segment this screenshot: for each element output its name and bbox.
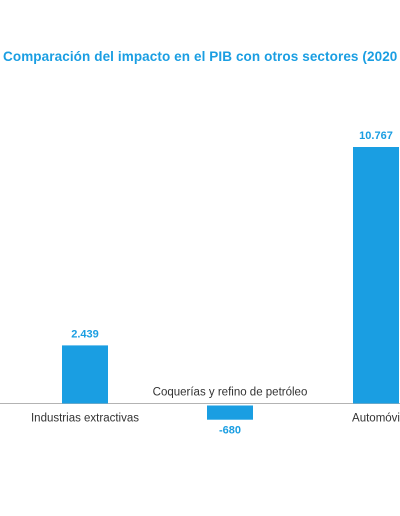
chart-title: Comparación del impacto en el PIB con ot… xyxy=(3,49,398,64)
value-label-3: 10.767 xyxy=(359,130,393,142)
bar-3 xyxy=(353,147,399,404)
bar-2 xyxy=(207,405,253,420)
bar-1 xyxy=(62,345,108,404)
category-label-3: Automóvi xyxy=(352,413,400,425)
category-label-2: Coquerías y refino de petróleo xyxy=(153,387,308,399)
value-label-2: -680 xyxy=(219,425,241,437)
category-label-1: Industrias extractivas xyxy=(31,413,139,425)
value-label-1: 2.439 xyxy=(71,328,99,340)
